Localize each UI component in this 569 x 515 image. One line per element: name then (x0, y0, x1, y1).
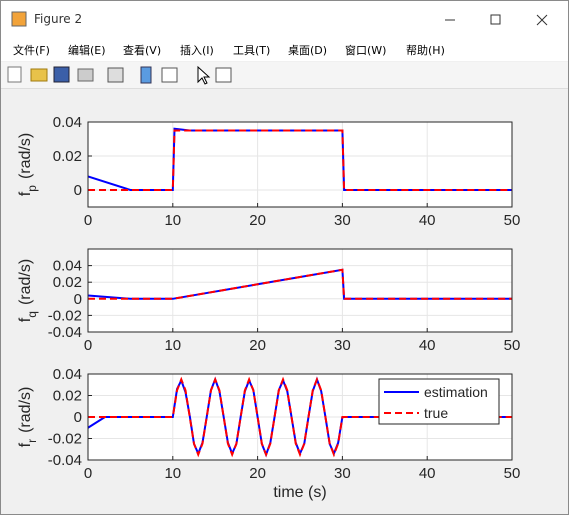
legend-box (378, 378, 500, 425)
series-line (88, 376, 512, 458)
x-tick-label: 20 (249, 465, 266, 482)
menu-item[interactable]: 插入(I) (180, 44, 214, 57)
x-tick-label: 50 (504, 337, 521, 354)
y-tick-label: 0.04 (53, 114, 82, 131)
axes-background (88, 122, 512, 207)
menu-item[interactable]: 桌面(D) (288, 44, 328, 57)
pointer-icon[interactable] (197, 65, 211, 85)
y-label-unit: (rad/s) (17, 133, 34, 179)
menu-item[interactable]: 文件(F) (13, 44, 50, 57)
series-line (88, 129, 512, 191)
y-tick-label: 0 (74, 409, 82, 426)
x-tick-label: 0 (84, 212, 92, 229)
legend-icon[interactable] (161, 67, 178, 83)
y-tick-label: 0 (74, 182, 82, 199)
legend-label: estimation (424, 384, 488, 400)
toolbar-icons (7, 65, 232, 85)
inspector-icon[interactable] (215, 67, 232, 83)
y-label-sub: r (25, 439, 39, 443)
x-tick-label: 40 (419, 465, 436, 482)
y-axis-label: fq (rad/s) (17, 259, 39, 322)
y-tick-label: -0.04 (48, 324, 82, 341)
link-icon[interactable] (107, 67, 124, 83)
axes-box (87, 373, 513, 461)
x-tick-label: 20 (249, 212, 266, 229)
close[interactable] (536, 14, 548, 26)
axes-box (87, 248, 513, 333)
menu-item[interactable]: 工具(T) (233, 44, 271, 57)
y-tick-label: 0.02 (53, 274, 82, 291)
y-label-sub: p (25, 185, 39, 192)
series-line (88, 268, 512, 300)
axes-box (87, 121, 513, 208)
y-label-base: f (17, 191, 34, 196)
print-icon[interactable] (77, 68, 94, 82)
new-icon[interactable] (7, 66, 22, 83)
legend-label: true (424, 405, 448, 421)
y-axis-label: fp (rad/s) (17, 133, 39, 196)
y-label-sub: q (25, 311, 39, 318)
title-bar: Figure 2 (1, 1, 568, 39)
x-tick-label: 10 (164, 337, 181, 354)
save-icon[interactable] (53, 66, 70, 83)
y-tick-label: -0.02 (48, 431, 82, 448)
y-label-unit: (rad/s) (17, 387, 34, 433)
y-tick-label: 0.04 (53, 366, 82, 383)
menu-item[interactable]: 查看(V) (123, 44, 162, 57)
menu-item[interactable]: 编辑(E) (68, 44, 106, 57)
x-tick-label: 10 (164, 212, 181, 229)
x-tick-label: 40 (419, 212, 436, 229)
window-title: Figure 2 (34, 12, 83, 26)
y-tick-label: 0.04 (53, 258, 82, 275)
x-tick-label: 0 (84, 465, 92, 482)
y-label-unit: (rad/s) (17, 259, 34, 305)
open-icon[interactable] (30, 68, 48, 82)
colorbar-icon[interactable] (140, 66, 152, 84)
x-tick-label: 20 (249, 337, 266, 354)
x-tick-label: 30 (334, 212, 351, 229)
toolbar (1, 62, 568, 89)
y-axis-label: fr (rad/s) (17, 387, 39, 448)
y-tick-label: 0.02 (53, 148, 82, 165)
y-label-base: f (17, 442, 34, 447)
y-label-base: f (17, 317, 34, 322)
axes-background (88, 249, 512, 332)
x-tick-label: 10 (164, 465, 181, 482)
menu-bar: 文件(F) 编辑(E) 查看(V) 插入(I) 工具(T) 桌面(D) 窗口(W) 帮助(H) (1, 39, 568, 61)
x-tick-label: 50 (504, 212, 521, 229)
x-tick-label: 40 (419, 337, 436, 354)
x-tick-label: 30 (334, 465, 351, 482)
maximize[interactable] (490, 14, 501, 25)
x-tick-label: 0 (84, 337, 92, 354)
x-axis-label: time (s) (273, 484, 326, 501)
y-tick-label: -0.02 (48, 307, 82, 324)
y-tick-label: -0.04 (48, 452, 82, 469)
x-tick-label: 30 (334, 337, 351, 354)
app-icon (11, 11, 27, 27)
x-tick-label: 50 (504, 465, 521, 482)
y-tick-label: 0.02 (53, 388, 82, 405)
menu-item[interactable]: 帮助(H) (406, 44, 445, 57)
menu-item[interactable]: 窗口(W) (345, 44, 387, 57)
title-icons (11, 11, 548, 27)
y-tick-label: 0 (74, 291, 82, 308)
